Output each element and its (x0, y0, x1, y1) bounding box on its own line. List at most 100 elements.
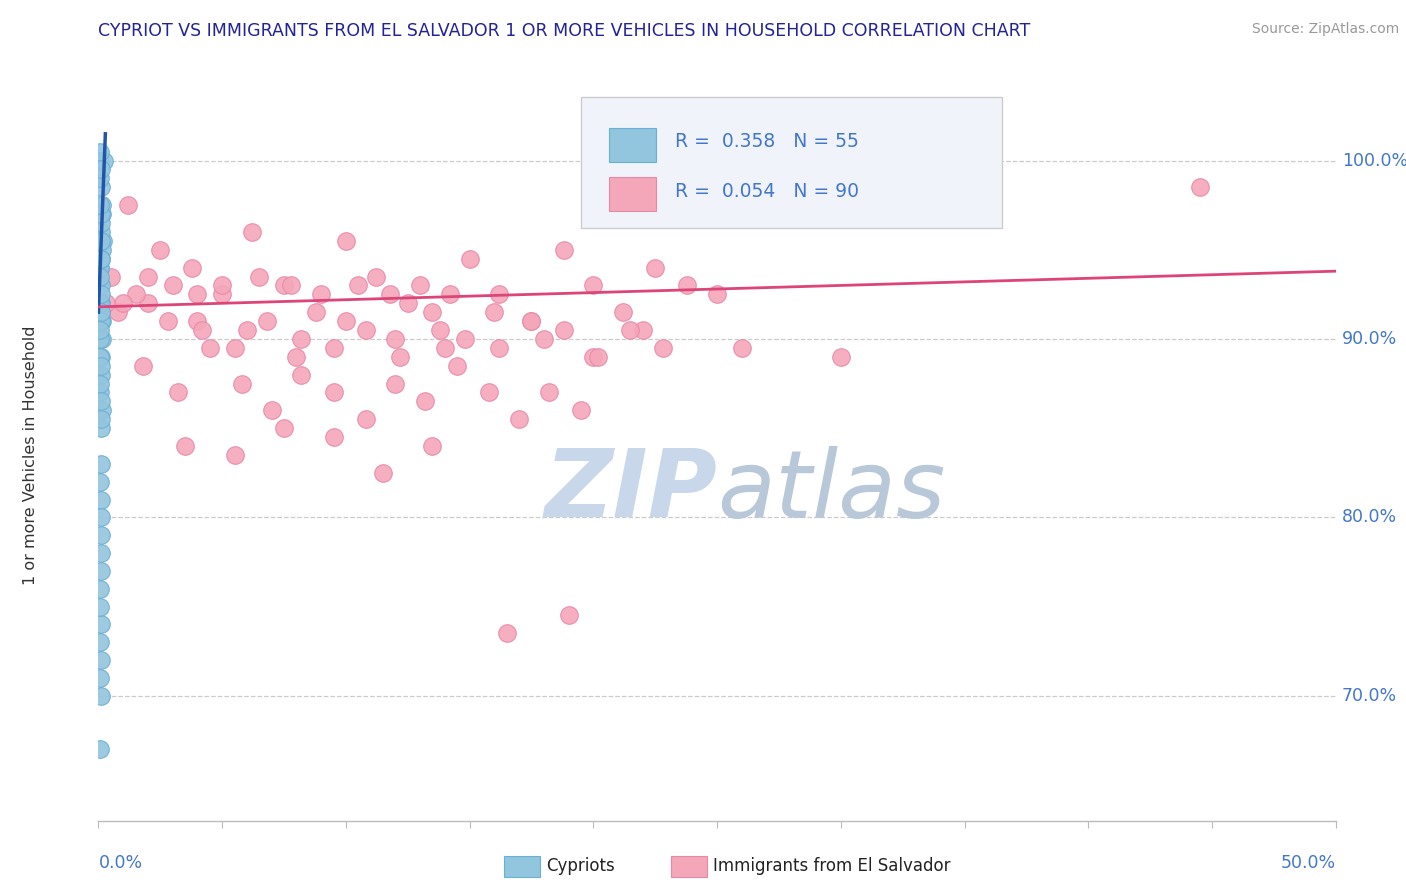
Point (90, 234, 112, 248)
Point (553, 243, 575, 257)
Point (478, 385, 501, 400)
Point (520, 314, 543, 328)
Point (136, 269, 159, 284)
Point (557, 608, 579, 623)
Point (90, 564, 112, 578)
Text: 80.0%: 80.0% (1341, 508, 1398, 526)
Text: Cypriots: Cypriots (547, 857, 614, 875)
Point (174, 439, 197, 453)
Point (335, 314, 357, 328)
Point (89, 260, 111, 275)
FancyBboxPatch shape (609, 178, 657, 211)
Point (136, 296, 159, 310)
Text: atlas: atlas (717, 446, 945, 537)
Point (107, 305, 129, 319)
Point (413, 394, 436, 409)
Point (91, 207, 114, 221)
Point (380, 287, 402, 301)
Point (681, 207, 703, 221)
Point (389, 350, 412, 364)
Point (90, 287, 112, 301)
Point (231, 376, 253, 391)
Point (90, 252, 112, 266)
Point (364, 269, 387, 284)
Point (89, 260, 111, 275)
Point (90, 314, 112, 328)
Point (260, 403, 283, 417)
Point (90, 359, 112, 373)
Point (533, 332, 555, 346)
Point (224, 341, 246, 355)
Point (90, 296, 112, 310)
Point (830, 350, 852, 364)
Point (90, 492, 112, 507)
Point (91, 332, 114, 346)
Point (280, 278, 302, 293)
Point (112, 296, 135, 310)
Point (644, 260, 666, 275)
Point (631, 323, 654, 337)
Text: Source: ZipAtlas.com: Source: ZipAtlas.com (1251, 22, 1399, 37)
Point (94, 296, 117, 310)
Point (488, 341, 510, 355)
Text: 50.0%: 50.0% (1281, 854, 1336, 871)
Point (537, 385, 560, 400)
Text: ZIP: ZIP (544, 445, 717, 538)
Text: 1 or more Vehicles in Household: 1 or more Vehicles in Household (22, 326, 38, 584)
Point (290, 332, 312, 346)
Point (488, 287, 510, 301)
Point (90, 689, 112, 703)
Point (335, 234, 357, 248)
Point (256, 314, 278, 328)
Point (90, 421, 112, 435)
Point (89, 671, 111, 685)
Point (89, 635, 111, 649)
Point (211, 278, 233, 293)
Point (347, 278, 370, 293)
Point (384, 376, 406, 391)
Point (582, 350, 605, 364)
Point (305, 305, 328, 319)
Point (89, 332, 111, 346)
Point (90, 350, 112, 364)
Point (90, 162, 112, 177)
Point (90, 510, 112, 524)
Text: CYPRIOT VS IMMIGRANTS FROM EL SALVADOR 1 OR MORE VEHICLES IN HOUSEHOLD CORRELATI: CYPRIOT VS IMMIGRANTS FROM EL SALVADOR 1… (98, 22, 1031, 40)
Point (273, 278, 295, 293)
Point (422, 305, 444, 319)
Point (422, 439, 444, 453)
Point (89, 475, 111, 489)
Point (290, 368, 312, 382)
Point (211, 287, 233, 301)
Point (309, 287, 332, 301)
Point (90, 180, 112, 194)
Point (1188, 180, 1211, 194)
Point (582, 278, 605, 293)
Point (676, 278, 699, 293)
Point (285, 350, 308, 364)
Point (433, 341, 456, 355)
Point (149, 243, 172, 257)
Point (89, 323, 111, 337)
Point (100, 269, 122, 284)
Point (198, 341, 221, 355)
Point (612, 305, 634, 319)
Text: 0.0%: 0.0% (98, 854, 142, 871)
Point (619, 323, 641, 337)
Point (706, 287, 728, 301)
Point (166, 385, 188, 400)
Point (89, 171, 111, 186)
Point (91, 403, 114, 417)
Point (89, 198, 111, 212)
FancyBboxPatch shape (581, 96, 1001, 228)
Point (453, 332, 475, 346)
Point (90, 412, 112, 426)
Point (322, 341, 344, 355)
Point (322, 385, 344, 400)
Point (240, 225, 263, 239)
Point (371, 466, 394, 480)
Point (90, 243, 112, 257)
Point (90, 207, 112, 221)
FancyBboxPatch shape (609, 128, 657, 161)
Point (186, 314, 208, 328)
